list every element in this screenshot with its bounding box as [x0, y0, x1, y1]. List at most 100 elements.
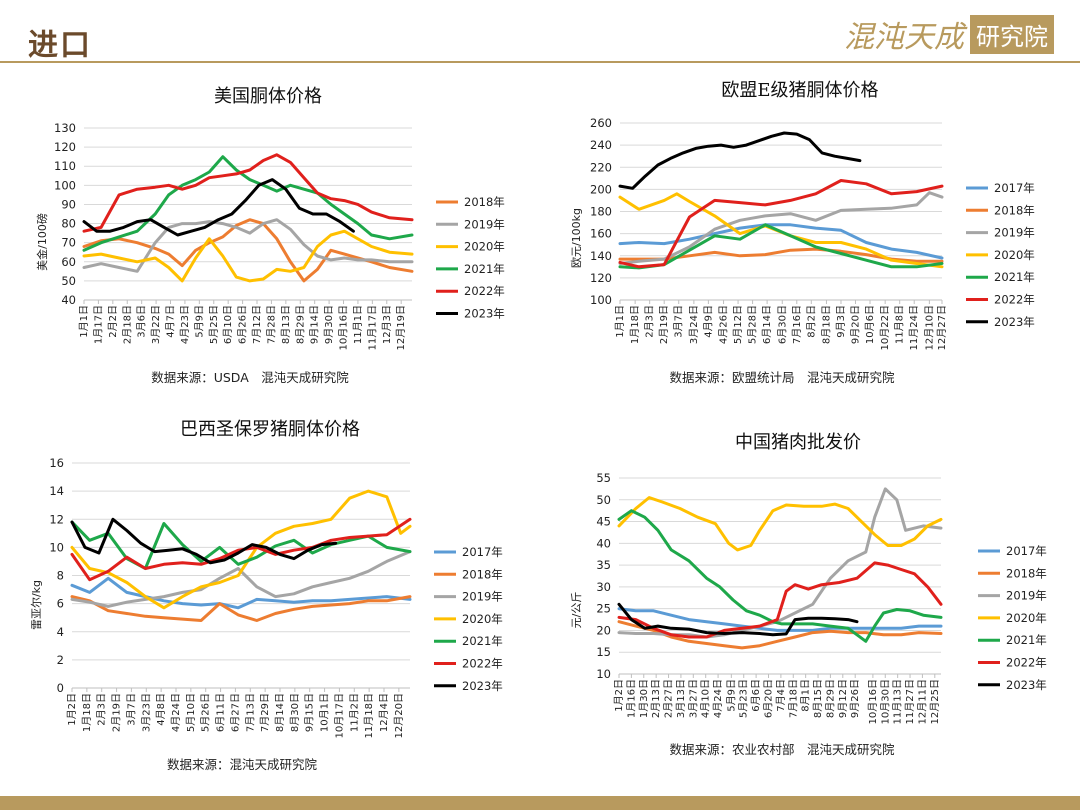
x-tick-label: 1月18日 — [629, 305, 641, 344]
x-tick-label: 6月20日 — [763, 679, 775, 718]
header-rule — [0, 61, 1080, 63]
x-tick-label: 5月25日 — [208, 305, 220, 344]
y-tick-label: 60 — [61, 255, 76, 269]
y-tick-label: 10 — [49, 540, 64, 554]
legend-label: 2017年 — [462, 545, 503, 559]
x-tick-label: 12月19日 — [395, 305, 407, 350]
legend-label: 2021年 — [994, 270, 1035, 284]
legend-label: 2023年 — [462, 679, 503, 693]
series-line-2020年 — [82, 229, 414, 283]
x-tick-label: 8月30日 — [289, 693, 301, 732]
y-tick-label: 35 — [596, 558, 611, 572]
x-tick-label: 3月27日 — [687, 679, 699, 718]
chart-eu-carcass-price: 欧盟E级猪胴体价格 100 120 140 160 180 200 220 240 260 1月1日… — [570, 80, 1035, 385]
legend-label: 2022年 — [462, 657, 503, 671]
y-tick-label: 45 — [596, 515, 611, 529]
legend-label: 2020年 — [462, 612, 503, 626]
x-tick-label: 5月12日 — [732, 305, 744, 344]
y-tick-label: 100 — [590, 293, 612, 307]
x-tick-label: 6月6日 — [750, 679, 762, 712]
y-tick-label: 30 — [596, 580, 611, 594]
y-axis-label: 元/公斤 — [570, 592, 583, 629]
y-tick-label: 140 — [590, 249, 612, 263]
y-tick-label: 120 — [590, 271, 612, 285]
x-tick-label: 1月1日 — [78, 305, 90, 338]
x-tick-label: 4月9日 — [702, 305, 714, 338]
legend-label: 2021年 — [1006, 633, 1047, 647]
brand-box: 研究院 — [970, 14, 1054, 54]
x-tick-label: 12月4日 — [378, 693, 390, 732]
x-tick-label: 6月30日 — [776, 305, 788, 344]
y-tick-label: 12 — [49, 512, 64, 526]
x-tick-label: 1月1日 — [614, 305, 626, 338]
y-tick-label: 10 — [596, 667, 611, 681]
x-tick-label: 11月8日 — [894, 305, 906, 344]
page-title: 进口 — [28, 28, 92, 63]
x-tick-label: 2月3日 — [96, 693, 108, 726]
x-tick-label: 4月24日 — [712, 679, 724, 718]
x-tick-label: 7月29日 — [259, 693, 271, 732]
series-line-2018年 — [70, 595, 412, 622]
x-tick-label: 3月6日 — [136, 305, 148, 338]
source-note: 数据来源：欧盟统计局 混沌天成研究院 — [669, 370, 895, 385]
legend-label: 2019年 — [462, 590, 503, 604]
y-axis-label: 雷亚尔/kg — [30, 580, 43, 630]
y-tick-label: 4 — [57, 625, 64, 639]
y-tick-label: 40 — [596, 536, 611, 550]
y-tick-label: 8 — [57, 569, 64, 583]
x-tick-label: 5月28日 — [747, 305, 759, 344]
x-tick-label: 1月2日 — [66, 693, 78, 726]
x-tick-label: 3月7日 — [125, 693, 137, 726]
y-tick-label: 160 — [590, 227, 612, 241]
x-tick-label: 8月18日 — [820, 305, 832, 344]
y-tick-label: 120 — [54, 140, 76, 154]
x-tick-label: 2月19日 — [111, 693, 123, 732]
series-line-2023年 — [82, 178, 355, 237]
chart-title: 中国猪肉批发价 — [735, 432, 861, 453]
brand-logo: 混沌天成 研究院 — [844, 14, 1054, 55]
x-tick-label: 4月8日 — [155, 693, 167, 726]
legend-label: 2023年 — [464, 307, 505, 321]
y-tick-label: 260 — [590, 116, 612, 130]
series-line-2023年 — [70, 517, 338, 565]
y-tick-label: 55 — [596, 471, 611, 485]
legend-label: 2018年 — [1006, 566, 1047, 580]
x-tick-label: 2月27日 — [663, 679, 675, 718]
x-tick-label: 7月16日 — [791, 305, 803, 344]
x-tick-label: 6月10日 — [222, 305, 234, 344]
series-line-2023年 — [618, 131, 862, 190]
y-tick-label: 240 — [590, 138, 612, 152]
x-tick-label: 1月30日 — [638, 679, 650, 718]
series-line-2022年 — [70, 517, 412, 582]
x-tick-label: 8月29日 — [824, 679, 836, 718]
x-tick-label: 4月7日 — [165, 305, 177, 338]
x-tick-label: 2月18日 — [121, 305, 133, 344]
x-tick-label: 7月18日 — [787, 679, 799, 718]
legend-label: 2023年 — [994, 315, 1035, 329]
x-tick-label: 2月13日 — [650, 679, 662, 718]
x-tick-label: 9月20日 — [850, 305, 862, 344]
series-line-2019年 — [618, 191, 944, 265]
x-tick-label: 10月17日 — [333, 693, 345, 738]
x-tick-label: 4月23日 — [179, 305, 191, 344]
x-tick-label: 12月3日 — [381, 305, 393, 344]
x-tick-label: 5月10日 — [185, 693, 197, 732]
x-tick-label: 5月26日 — [200, 693, 212, 732]
x-tick-label: 11月13日 — [892, 679, 904, 724]
y-tick-label: 2 — [57, 653, 64, 667]
chart-china-wholesale-price: 中国猪肉批发价 10 15 20 25 30 35 40 45 50 55 1月2日 1月16日 1月30… — [570, 432, 1047, 757]
x-tick-label: 12月25日 — [929, 679, 941, 724]
x-tick-label: 9月30日 — [323, 305, 335, 344]
x-tick-label: 1月2日 — [613, 679, 625, 712]
series-line-2022年 — [82, 153, 414, 233]
y-tick-label: 6 — [57, 597, 64, 611]
footer-bar — [0, 796, 1080, 810]
x-tick-label: 6月14日 — [761, 305, 773, 344]
x-tick-label: 6月27日 — [229, 693, 241, 732]
x-tick-label: 3月23日 — [140, 693, 152, 732]
x-tick-label: 3月7日 — [673, 305, 685, 338]
legend-label: 2019年 — [994, 226, 1035, 240]
x-tick-label: 12月10日 — [923, 305, 935, 350]
x-tick-label: 1月17日 — [92, 305, 104, 344]
